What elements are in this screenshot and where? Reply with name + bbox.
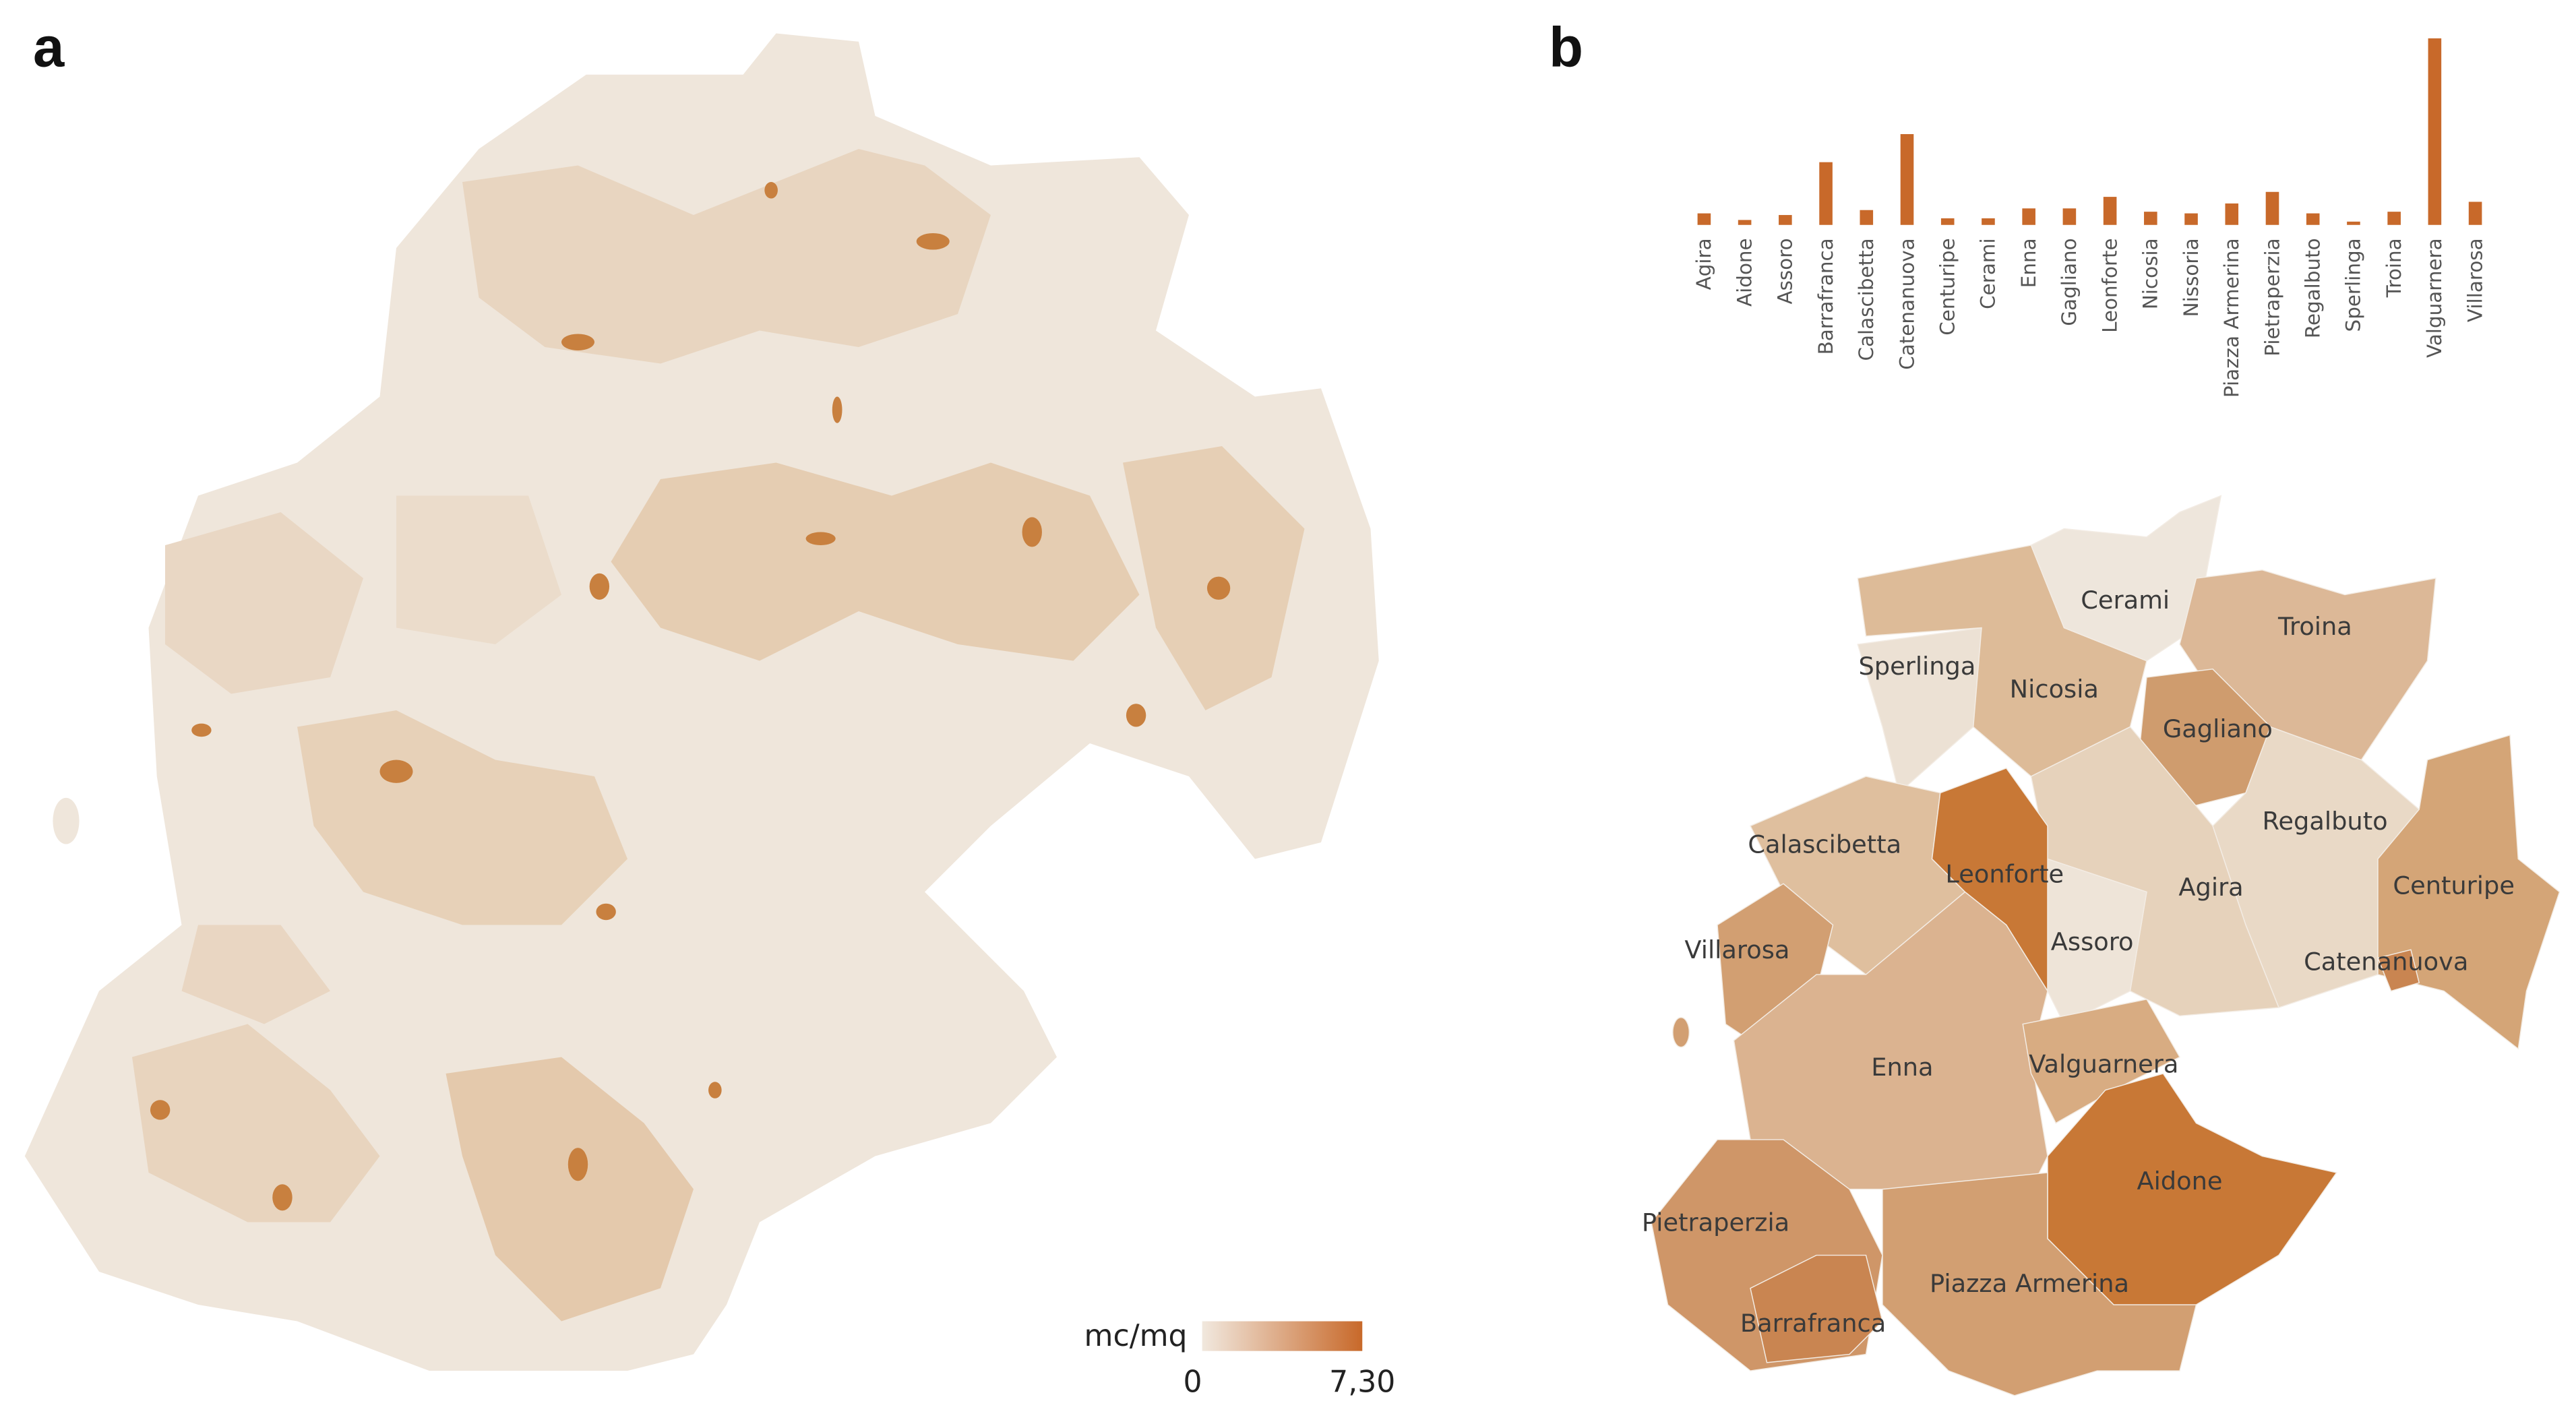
bar xyxy=(2306,213,2320,225)
x-tick-label: Aidone xyxy=(1733,238,1756,307)
x-tick-label: Piazza Armerina xyxy=(2220,238,2243,398)
region-label: Regalbuto xyxy=(2263,807,2388,836)
region-label: Sperlinga xyxy=(1858,652,1975,681)
region-label: Centuripe xyxy=(2393,871,2515,900)
bar xyxy=(2347,221,2360,225)
bar xyxy=(2062,208,2077,225)
bar xyxy=(2184,213,2198,225)
region-label: Nicosia xyxy=(2010,675,2099,704)
region-label: Gagliano xyxy=(2163,714,2273,743)
x-tick-label: Catenanuova xyxy=(1895,238,1918,369)
region-label: Troina xyxy=(2277,612,2352,641)
region-label: Leonforte xyxy=(1945,860,2064,889)
legend-title: mc/mq xyxy=(1084,1319,1188,1353)
region-label: Villarosa xyxy=(1684,935,1789,964)
bar xyxy=(1982,218,1995,225)
legend-tick-label: 0 xyxy=(1184,1365,1202,1400)
x-tick-label: Pietraperzia xyxy=(2261,238,2283,356)
bar xyxy=(1738,220,1752,225)
bar xyxy=(1900,134,1914,225)
panel-label: a xyxy=(33,16,65,79)
x-tick-label: Barrafranca xyxy=(1814,238,1837,354)
bar xyxy=(1779,215,1792,225)
x-tick-label: Assoro xyxy=(1774,238,1797,304)
bar xyxy=(2144,212,2157,225)
region-label: Valguarnera xyxy=(2029,1049,2178,1078)
bar xyxy=(2468,202,2482,225)
bar xyxy=(1697,213,1711,225)
x-tick-label: Enna xyxy=(2017,238,2040,288)
region-label: Aidone xyxy=(2137,1167,2222,1196)
x-tick-label: Regalbuto xyxy=(2302,238,2325,338)
x-tick-label: Villarosa xyxy=(2463,238,2486,322)
x-tick-label: Cerami xyxy=(1977,238,2000,309)
panel-label: b xyxy=(1549,16,1583,79)
x-tick-label: Nicosia xyxy=(2139,238,2162,309)
bar xyxy=(2225,203,2239,225)
map-a xyxy=(24,33,1379,1371)
x-tick-label: Centuripe xyxy=(1936,238,1959,335)
x-tick-label: Valguarnera xyxy=(2423,238,2446,358)
legend-gradient xyxy=(1202,1321,1363,1351)
region-label: Assoro xyxy=(2051,927,2134,956)
region-label: Agira xyxy=(2178,873,2243,902)
x-tick-label: Troina xyxy=(2383,238,2405,298)
region-label: Cerami xyxy=(2081,586,2170,615)
bar xyxy=(1940,218,1955,225)
x-tick-label: Agira xyxy=(1692,238,1715,290)
map-b xyxy=(1651,495,2560,1396)
region-label: Catenanuova xyxy=(2304,947,2468,976)
region-label: Enna xyxy=(1871,1053,1933,1082)
x-tick-label: Sperlinga xyxy=(2342,238,2365,332)
region-label: Pietraperzia xyxy=(1642,1208,1789,1237)
bar xyxy=(2022,208,2035,225)
x-tick-label: Leonforte xyxy=(2098,238,2121,333)
bar xyxy=(1860,210,1874,225)
bar xyxy=(2103,197,2117,225)
bar xyxy=(1819,162,1833,225)
region-label: Calascibetta xyxy=(1748,830,1901,859)
x-tick-label: Calascibetta xyxy=(1855,238,1878,361)
legend-tick-label: 7,30 xyxy=(1329,1365,1395,1400)
region-label: Piazza Armerina xyxy=(1930,1269,2129,1298)
region-label: Barrafranca xyxy=(1740,1309,1886,1338)
x-tick-label: Nissoria xyxy=(2180,238,2203,317)
bar xyxy=(2428,38,2442,225)
bar xyxy=(2387,212,2401,225)
bar xyxy=(2265,191,2279,225)
x-tick-label: Gagliano xyxy=(2058,238,2081,326)
